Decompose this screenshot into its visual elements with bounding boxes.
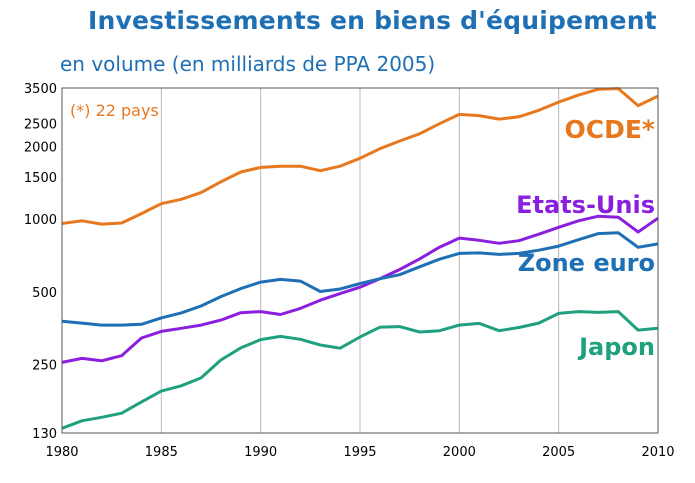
y-tick-label: 1000: [24, 213, 57, 228]
grid-lines: [160, 88, 560, 433]
series-label: Japon: [577, 333, 655, 361]
series-label: Zone euro: [518, 249, 655, 277]
series-line-ocde: [61, 87, 659, 226]
y-tick-label: 1500: [24, 171, 57, 186]
x-tick-label: 1990: [244, 445, 277, 460]
note-label: (*) 22 pays: [70, 101, 159, 120]
y-tick-label: 130: [32, 427, 57, 442]
x-tick-label: 1985: [145, 445, 178, 460]
x-axis-ticks: 1980 1985 1990 1995 2000 2005 2010: [45, 445, 674, 460]
series-label: OCDE*: [564, 115, 655, 144]
y-axis-ticks: 130 250 500 1000 1500 2000 2500 3500: [24, 82, 57, 442]
series-labels: OCDE* Etats-Unis Zone euro Japon: [516, 115, 655, 361]
series-line-zone-euro: [61, 231, 659, 327]
x-tick-label: 2000: [443, 445, 476, 460]
x-tick-label: 1980: [45, 445, 78, 460]
chart-title: Investissements en biens d'équipement: [88, 6, 657, 35]
x-tick-label: 1995: [343, 445, 376, 460]
x-tick-label: 2010: [641, 445, 674, 460]
series-line-etats-unis: [61, 214, 659, 364]
y-tick-label: 250: [32, 358, 57, 373]
y-tick-label: 500: [32, 286, 57, 301]
series-lines: [61, 87, 659, 430]
series-label: Etats-Unis: [516, 191, 655, 219]
plot-frame: [61, 87, 659, 434]
series-line-japon: [61, 310, 659, 430]
y-tick-label: 2000: [24, 141, 57, 156]
chart-subtitle: en volume (en milliards de PPA 2005): [60, 52, 436, 76]
y-tick-label: 3500: [24, 82, 57, 97]
y-tick-label: 2500: [24, 117, 57, 132]
x-tick-label: 2005: [542, 445, 575, 460]
